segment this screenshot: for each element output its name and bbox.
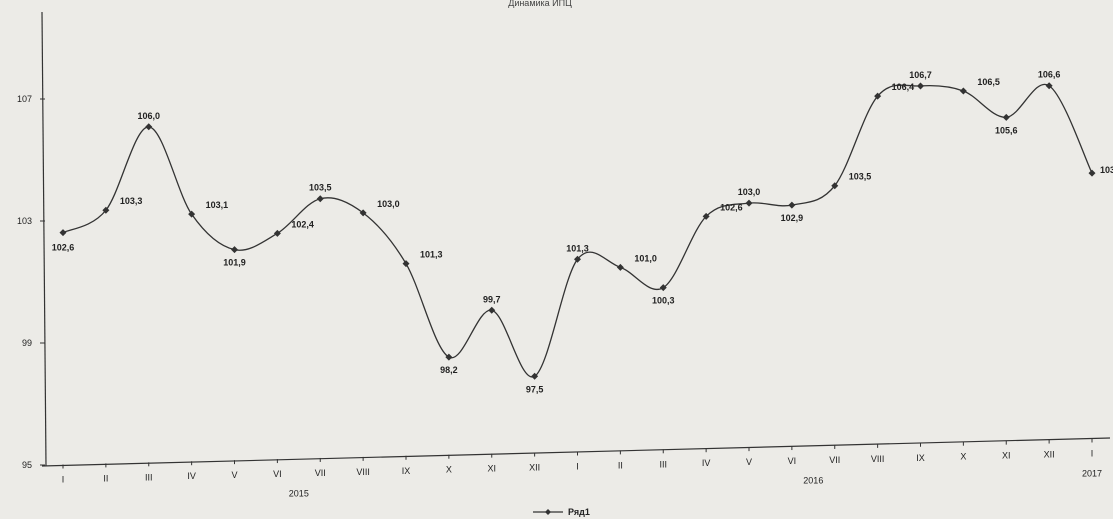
x-tick-label: VI — [273, 469, 282, 479]
x-tick-label: I — [576, 461, 579, 471]
series-line — [62, 83, 1093, 378]
x-tick-label: XI — [1002, 451, 1011, 461]
data-point — [445, 353, 453, 361]
x-tick-label: IX — [402, 466, 411, 476]
data-point — [1002, 113, 1010, 121]
data-point — [702, 212, 710, 220]
data-label: 99,7 — [483, 294, 501, 304]
x-tick-label: VIII — [871, 454, 885, 464]
data-point — [616, 263, 624, 271]
year-label: 2015 — [289, 489, 309, 499]
data-point — [359, 209, 367, 217]
x-tick-label: II — [618, 460, 623, 470]
data-point — [188, 210, 196, 218]
data-label: 100,3 — [652, 296, 675, 306]
data-label: 105,6 — [995, 125, 1018, 135]
x-tick-label: IV — [702, 458, 711, 468]
data-label: 102,6 — [720, 202, 743, 212]
data-point — [402, 260, 410, 268]
data-label: 106,7 — [909, 70, 932, 80]
y-tick-label: 95 — [22, 460, 32, 470]
y-tick-label: 99 — [22, 338, 32, 348]
data-point — [1088, 169, 1096, 177]
x-tick-label: VII — [829, 455, 840, 465]
data-label: 106,5 — [977, 77, 1000, 87]
data-label: 106,0 — [137, 111, 160, 121]
x-tick-label: XII — [1044, 450, 1055, 460]
x-tick-label: II — [103, 473, 108, 483]
data-label: 101,3 — [420, 250, 443, 260]
data-label: 98,2 — [440, 365, 458, 375]
y-tick-label: 103 — [17, 216, 32, 226]
data-label: 103,1 — [206, 200, 229, 210]
data-point — [831, 182, 839, 190]
data-point — [874, 92, 882, 100]
data-point — [488, 306, 496, 314]
x-tick-label: X — [446, 465, 452, 475]
x-tick-label: XI — [487, 464, 496, 474]
data-point — [745, 199, 753, 207]
data-label: 103,5 — [309, 183, 332, 193]
chart-title: Динамика ИПЦ — [508, 0, 572, 8]
data-label: 106,6 — [1038, 70, 1061, 80]
x-tick-label: III — [659, 459, 667, 469]
data-label: 102,4 — [291, 219, 314, 229]
x-axis — [41, 437, 1111, 467]
legend-label: Ряд1 — [568, 507, 590, 517]
x-tick-label: III — [145, 472, 153, 482]
data-point — [59, 229, 67, 237]
data-label: 103,0 — [738, 187, 761, 197]
y-tick-label: 107 — [17, 94, 32, 104]
x-tick-label: V — [231, 470, 237, 480]
x-tick-label: VIII — [356, 467, 370, 477]
data-label: 101,3 — [566, 243, 589, 253]
data-point — [788, 201, 796, 209]
x-tick-label: VI — [788, 456, 797, 466]
data-label: 101,0 — [634, 253, 657, 263]
legend-marker — [545, 509, 551, 515]
y-axis — [41, 11, 47, 467]
x-tick-label: IV — [187, 471, 196, 481]
x-tick-label: XII — [529, 463, 540, 473]
data-point — [574, 255, 581, 263]
data-point — [102, 206, 110, 214]
data-point — [316, 195, 324, 203]
data-label: 102,9 — [781, 213, 804, 223]
data-point — [917, 82, 924, 90]
data-point — [145, 123, 153, 131]
data-label: 97,5 — [526, 384, 544, 394]
data-point — [273, 229, 281, 237]
data-label: 101,9 — [223, 258, 246, 268]
data-point — [659, 284, 667, 292]
x-tick-label: VII — [315, 468, 326, 478]
x-tick-label: I — [1091, 448, 1094, 458]
data-label: 102,6 — [52, 243, 75, 253]
data-label: 103,7 — [1100, 165, 1113, 175]
data-point — [531, 372, 539, 380]
year-label: 2017 — [1082, 468, 1102, 478]
data-point — [231, 246, 238, 254]
x-tick-label: IX — [916, 453, 925, 463]
data-label: 106,4 — [892, 82, 915, 92]
year-label: 2016 — [803, 476, 823, 486]
x-tick-label: V — [746, 457, 752, 467]
data-point — [1045, 82, 1053, 90]
data-point — [959, 87, 967, 95]
data-label: 103,3 — [120, 196, 143, 206]
x-tick-label: X — [960, 452, 966, 462]
data-label: 103,5 — [849, 172, 872, 182]
data-label: 103,0 — [377, 199, 400, 209]
x-tick-label: I — [62, 474, 65, 484]
